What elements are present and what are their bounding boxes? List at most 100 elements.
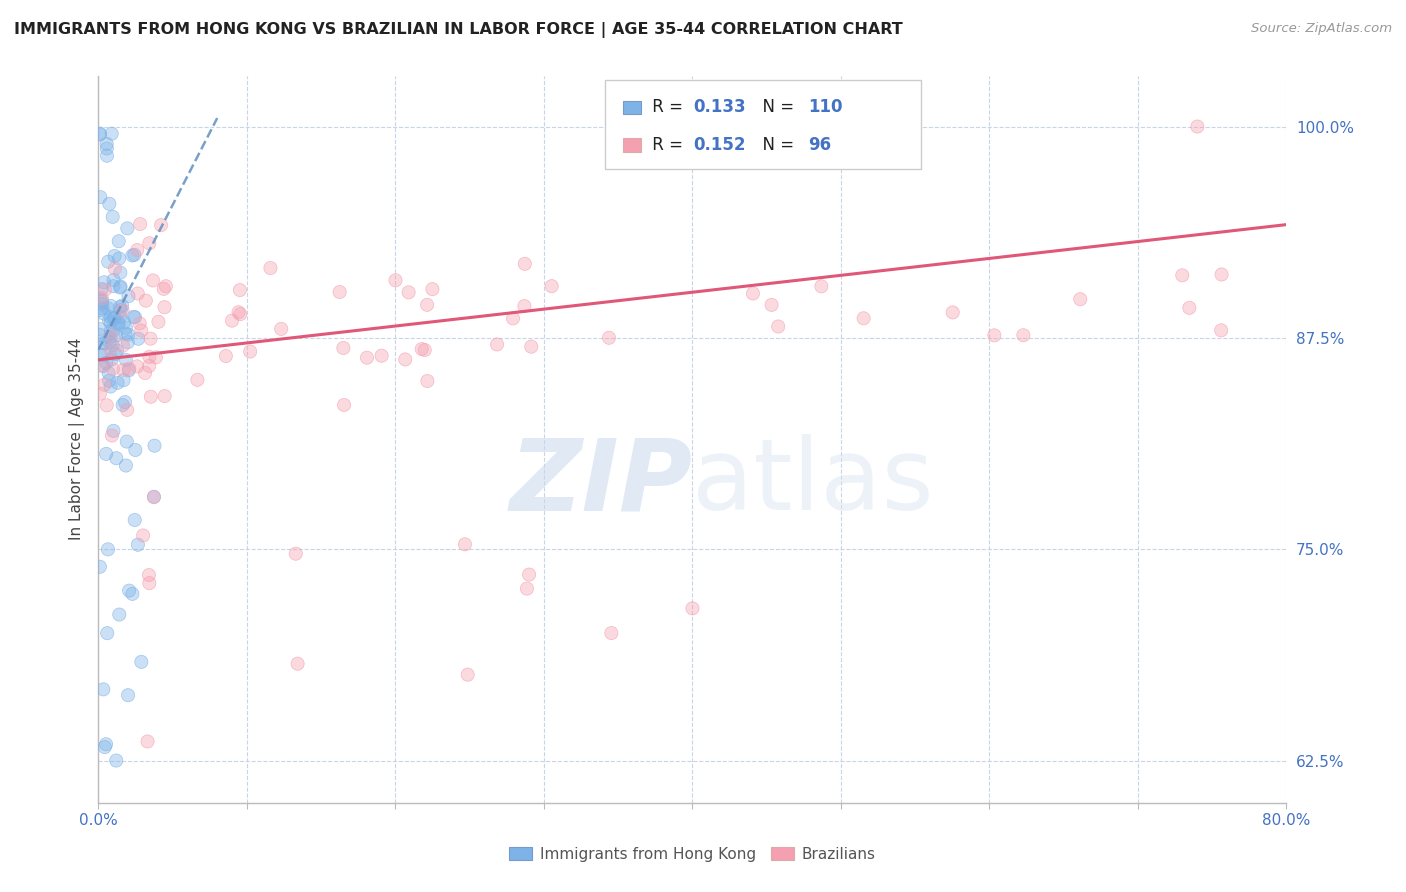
- Point: [90, 291, 112, 305]
- Point: [598, 331, 620, 345]
- Point: [97, 366, 120, 380]
- Point: [121, 248, 143, 262]
- Point: [136, 734, 159, 748]
- Point: [100, 328, 122, 343]
- Point: [97, 301, 120, 316]
- Point: [104, 311, 127, 326]
- Point: [768, 319, 790, 334]
- Point: [101, 362, 124, 376]
- Point: [104, 311, 127, 326]
- Point: [108, 280, 131, 294]
- Point: [100, 328, 122, 343]
- Point: [100, 127, 122, 141]
- Point: [118, 361, 141, 376]
- Point: [114, 395, 136, 409]
- Point: [122, 310, 145, 324]
- Point: [600, 626, 623, 640]
- Point: [104, 261, 127, 276]
- Point: [98, 330, 121, 344]
- Point: [398, 285, 420, 300]
- Text: 0.133: 0.133: [693, 98, 745, 116]
- Point: [416, 374, 439, 388]
- Point: [108, 310, 131, 324]
- Point: [100, 299, 122, 313]
- Point: [457, 667, 479, 681]
- Point: [110, 302, 132, 317]
- Point: [98, 314, 121, 328]
- Point: [89, 190, 111, 204]
- Point: [121, 587, 143, 601]
- Point: [132, 528, 155, 542]
- Point: [93, 348, 115, 362]
- Point: [89, 322, 111, 336]
- Point: [228, 305, 250, 319]
- Text: R =: R =: [647, 98, 688, 116]
- Point: [89, 128, 111, 142]
- Point: [94, 740, 117, 755]
- Point: [148, 315, 170, 329]
- Text: N =: N =: [752, 98, 800, 116]
- Point: [284, 547, 307, 561]
- Point: [89, 386, 111, 401]
- Point: [117, 221, 139, 235]
- Point: [983, 328, 1005, 343]
- Point: [486, 337, 509, 351]
- Point: [103, 311, 125, 326]
- Point: [127, 359, 149, 374]
- Point: [112, 373, 135, 387]
- Point: [370, 349, 392, 363]
- Point: [600, 626, 623, 640]
- Point: [540, 279, 562, 293]
- Point: [124, 442, 146, 457]
- Point: [89, 303, 111, 318]
- Point: [108, 280, 131, 294]
- Point: [124, 310, 146, 325]
- Point: [270, 322, 292, 336]
- Point: [1178, 301, 1201, 315]
- Point: [942, 305, 965, 319]
- Point: [107, 376, 129, 390]
- Point: [105, 343, 128, 358]
- Text: Source: ZipAtlas.com: Source: ZipAtlas.com: [1251, 22, 1392, 36]
- Point: [101, 338, 124, 352]
- Point: [416, 298, 439, 312]
- Point: [681, 601, 703, 615]
- Point: [516, 582, 538, 596]
- Point: [110, 266, 132, 280]
- Point: [122, 310, 145, 324]
- Point: [517, 567, 540, 582]
- Point: [97, 301, 120, 316]
- Point: [143, 439, 166, 453]
- Point: [98, 335, 121, 350]
- Point: [103, 424, 125, 438]
- Point: [96, 447, 118, 461]
- Point: [356, 351, 378, 365]
- Point: [142, 490, 165, 504]
- Point: [101, 338, 124, 352]
- Point: [259, 260, 281, 275]
- Point: [118, 363, 141, 377]
- Point: [127, 359, 149, 374]
- Point: [89, 559, 111, 574]
- Point: [100, 379, 122, 393]
- Point: [98, 374, 121, 388]
- Point: [768, 319, 790, 334]
- Point: [89, 293, 111, 307]
- Point: [139, 390, 162, 404]
- Point: [97, 542, 120, 557]
- Point: [513, 299, 536, 313]
- Point: [132, 528, 155, 542]
- Point: [486, 337, 509, 351]
- Text: R =: R =: [647, 136, 688, 154]
- Point: [108, 300, 131, 314]
- Point: [97, 542, 120, 557]
- Point: [117, 335, 139, 350]
- Point: [139, 390, 162, 404]
- Point: [94, 737, 117, 751]
- Point: [100, 323, 122, 337]
- Point: [145, 351, 167, 365]
- Point: [454, 537, 477, 551]
- Point: [129, 217, 152, 231]
- Text: atlas: atlas: [692, 434, 934, 532]
- Point: [91, 682, 114, 697]
